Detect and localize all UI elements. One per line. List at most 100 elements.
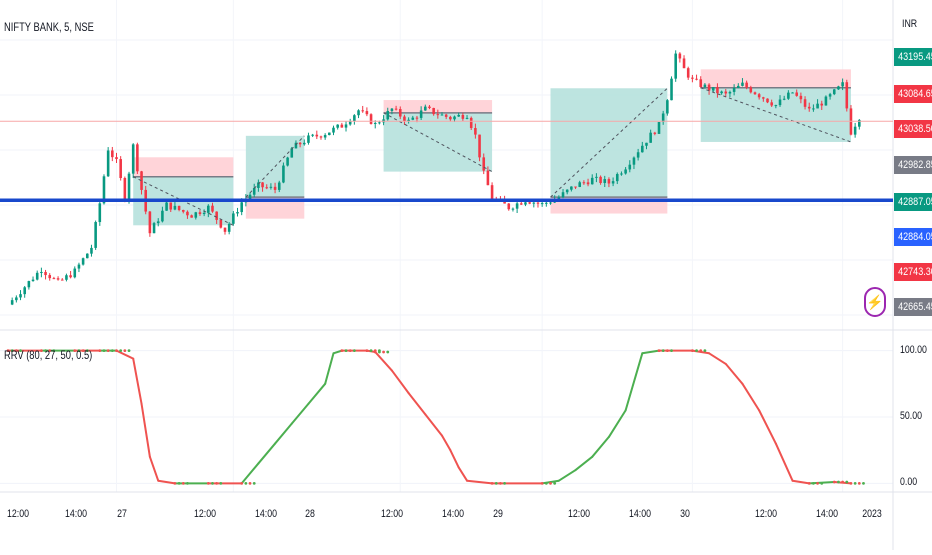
candle xyxy=(424,106,427,111)
time-tick: 12:00 xyxy=(193,508,217,520)
candle xyxy=(365,111,369,115)
candle xyxy=(198,212,202,215)
oscillator-dot xyxy=(352,349,356,353)
oscillator-line xyxy=(307,382,327,405)
oscillator-dot xyxy=(44,349,47,353)
candle xyxy=(127,173,131,201)
candle xyxy=(795,92,799,96)
candle xyxy=(15,297,18,301)
price-tag-label: 42743.30 xyxy=(898,266,932,278)
candle xyxy=(791,92,794,94)
candle xyxy=(507,203,511,210)
candle xyxy=(403,116,406,122)
candle xyxy=(528,202,531,204)
candle xyxy=(240,202,243,213)
price-tag-label: 43084.65 xyxy=(898,88,932,100)
candle xyxy=(787,92,790,99)
candle xyxy=(44,271,47,276)
candle xyxy=(319,136,323,138)
oscillator-line xyxy=(157,479,176,485)
candle xyxy=(177,205,181,211)
position-stop-zone xyxy=(133,157,234,177)
oscillator-dot xyxy=(10,349,14,353)
candle xyxy=(603,179,607,184)
candle xyxy=(394,108,398,110)
oscillator-dot xyxy=(211,481,214,485)
candle xyxy=(123,178,127,201)
candle xyxy=(841,82,844,87)
oscillator-dot xyxy=(494,481,498,485)
candle xyxy=(711,87,715,91)
oscillator-dot xyxy=(115,349,118,353)
price-tag: 42884.05 xyxy=(894,228,932,246)
candle xyxy=(824,96,828,106)
candle xyxy=(820,103,824,106)
candle xyxy=(31,279,35,282)
candle xyxy=(465,117,469,119)
candle xyxy=(248,194,252,199)
time-tick: 30 xyxy=(680,508,690,520)
candle xyxy=(736,85,740,89)
oscillator-dot xyxy=(252,481,256,485)
candle xyxy=(211,205,214,212)
candle xyxy=(315,134,319,137)
candle xyxy=(236,212,239,214)
lightning-icon[interactable]: ⚡ xyxy=(864,287,886,317)
candle xyxy=(436,114,440,116)
price-tag: 43038.50 xyxy=(894,120,932,138)
candle xyxy=(98,203,102,223)
candle xyxy=(257,182,260,188)
candle xyxy=(707,84,711,91)
candle xyxy=(27,281,31,288)
candle xyxy=(812,108,815,110)
oscillator-line xyxy=(390,369,410,395)
candle xyxy=(716,87,719,94)
position-stop-zone xyxy=(245,197,305,219)
oscillator-dot xyxy=(173,481,177,485)
candle xyxy=(853,126,857,135)
oscillator-dot xyxy=(127,349,131,353)
candle xyxy=(77,264,81,269)
candle xyxy=(386,110,390,120)
symbol-label[interactable]: NIFTY BANK, 5, NSE xyxy=(4,20,94,34)
time-tick: 28 xyxy=(305,508,315,520)
candle xyxy=(649,132,652,143)
candle xyxy=(536,202,540,204)
oscillator-line xyxy=(240,462,260,485)
candle xyxy=(94,222,97,248)
oscillator-dot xyxy=(348,349,352,353)
candle xyxy=(661,113,665,123)
oscillator-dot xyxy=(369,349,373,353)
candle xyxy=(695,78,698,80)
candle xyxy=(741,82,744,86)
price-tag: 42743.30 xyxy=(894,263,932,281)
oscillator-dot xyxy=(540,481,544,485)
oscillator-dot xyxy=(373,350,377,354)
oscillator-dot xyxy=(807,481,811,485)
oscillator-line xyxy=(374,350,393,372)
oscillator-dot xyxy=(123,349,127,353)
oscillator-dot xyxy=(703,349,707,353)
candle xyxy=(549,202,552,204)
oscillator-dot xyxy=(837,480,840,484)
candle xyxy=(565,189,569,193)
candle xyxy=(261,182,264,188)
candle xyxy=(574,186,577,188)
candle xyxy=(674,53,677,79)
oscillator-dot xyxy=(857,481,861,485)
candle xyxy=(340,124,344,128)
oscillator-dot xyxy=(853,481,857,485)
oscillator-line xyxy=(407,392,427,416)
oscillator-line xyxy=(424,413,443,437)
candle xyxy=(557,197,561,200)
candle xyxy=(807,106,811,109)
candle xyxy=(636,152,640,158)
candle xyxy=(745,82,748,88)
candle xyxy=(699,79,703,88)
oscillator-line xyxy=(724,362,744,385)
candle xyxy=(474,128,477,135)
candle xyxy=(294,142,298,149)
indicator-label[interactable]: RRV (80, 27, 50, 0.5) xyxy=(4,348,93,362)
candle xyxy=(219,219,223,228)
